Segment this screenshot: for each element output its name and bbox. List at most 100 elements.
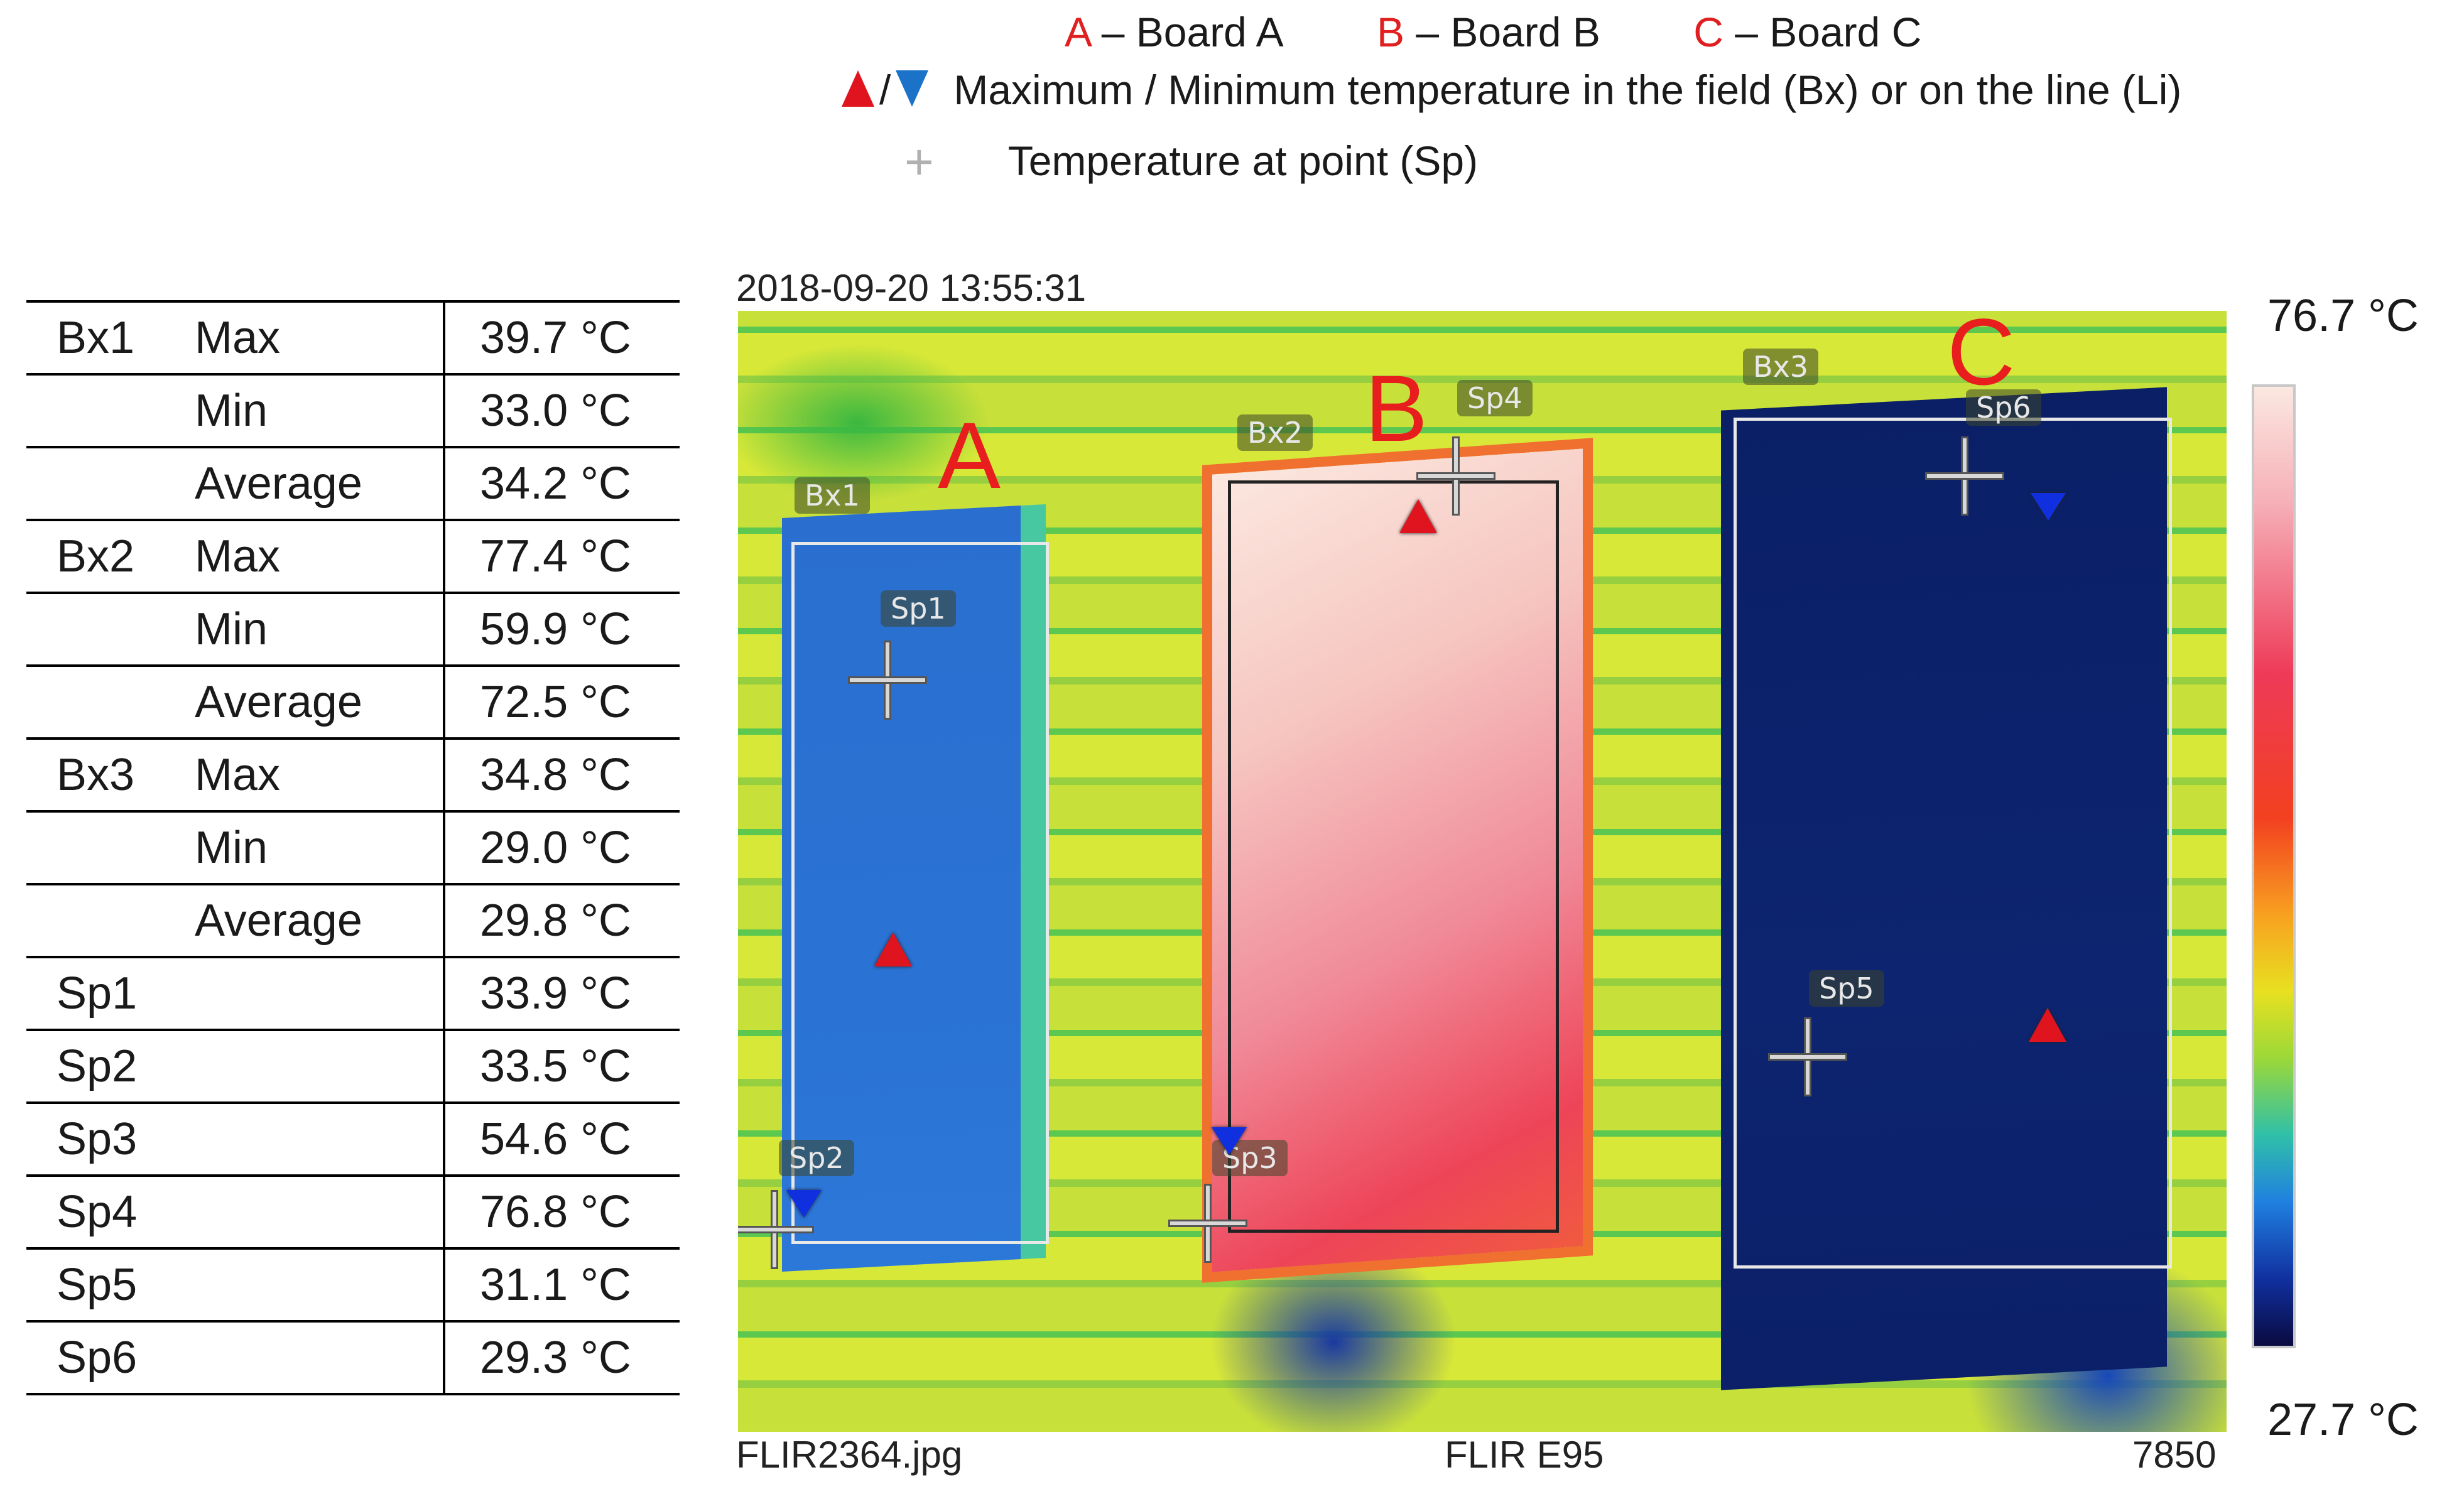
table-row: Average 29.8 °C	[26, 883, 680, 958]
color-scale-bar	[2252, 384, 2296, 1348]
table-row: Sp3 54.6 °C	[26, 1101, 680, 1177]
sp5-crosshair-icon	[1768, 1017, 1847, 1096]
row-value: 31.1 °C	[443, 1247, 680, 1323]
bx1-tag: Bx1	[795, 477, 871, 514]
image-filename: FLIR2364.jpg	[736, 1434, 963, 1476]
row-stat: Min	[195, 810, 444, 885]
sp4-tag: Sp4	[1457, 380, 1533, 416]
row-stat	[195, 1174, 444, 1250]
bx3-min-marker-icon	[2031, 493, 2066, 521]
row-name: Sp5	[26, 1247, 195, 1323]
sp5-tag: Sp5	[1809, 970, 1884, 1007]
bx3-tag: Bx3	[1743, 349, 1819, 385]
row-value: 34.2 °C	[443, 446, 680, 521]
table-row: Min 59.9 °C	[26, 592, 680, 667]
row-value: 34.8 °C	[443, 737, 680, 813]
board-letter-c: C	[1947, 311, 2016, 404]
bx1-box	[791, 542, 1049, 1244]
row-value: 76.8 °C	[443, 1174, 680, 1250]
row-value: 29.8 °C	[443, 883, 680, 958]
row-name: Sp1	[26, 956, 195, 1031]
row-value: 39.7 °C	[443, 300, 680, 376]
row-value: 29.0 °C	[443, 810, 680, 885]
table-row: Average 34.2 °C	[26, 446, 680, 521]
row-stat: Max	[195, 737, 444, 813]
sp2-tag: Sp2	[779, 1140, 854, 1176]
sp1-crosshair-icon	[848, 641, 927, 720]
row-stat	[195, 1247, 444, 1323]
row-value: 33.5 °C	[443, 1029, 680, 1104]
row-stat: Average	[195, 446, 444, 521]
table-row: Bx2 Max 77.4 °C	[26, 519, 680, 594]
timestamp: 2018-09-20 13:55:31	[736, 267, 1087, 309]
row-stat	[195, 1101, 444, 1177]
temperature-table: Bx1 Max 39.7 °C Min 33.0 °C Average 34.2 °C Bx2…	[26, 300, 680, 1395]
point-legend-text: Temperature at point (Sp)	[1007, 138, 1479, 184]
bx1-max-marker-icon	[874, 933, 912, 966]
table-row: Sp1 33.9 °C	[26, 956, 680, 1031]
row-name: Bx1	[26, 300, 195, 376]
min-triangle-icon	[896, 70, 929, 107]
row-value: 33.0 °C	[443, 373, 680, 448]
row-value: 33.9 °C	[443, 956, 680, 1031]
row-name: Bx2	[26, 519, 195, 594]
bx2-box	[1228, 480, 1559, 1233]
table-row: Sp5 31.1 °C	[26, 1247, 680, 1323]
table-row: Sp6 29.3 °C	[26, 1320, 680, 1395]
board-a-legend: A – Board A	[1065, 9, 1284, 55]
row-stat: Average	[195, 883, 444, 958]
board-letter-b: B	[1365, 355, 1428, 461]
row-stat	[195, 956, 444, 1031]
table-row: Average 72.5 °C	[26, 664, 680, 740]
board-b-legend: B – Board B	[1376, 9, 1600, 55]
sp1-tag: Sp1	[881, 590, 956, 627]
row-name	[26, 373, 195, 448]
bx1-min-marker-icon	[786, 1190, 822, 1218]
board-c-legend: C – Board C	[1693, 9, 1922, 55]
camera-model: FLIR E95	[1445, 1434, 1604, 1476]
bx3-max-marker-icon	[2029, 1008, 2066, 1042]
row-stat: Average	[195, 664, 444, 740]
row-value: 59.9 °C	[443, 592, 680, 667]
bx3-box	[1734, 418, 2172, 1269]
row-name	[26, 810, 195, 885]
row-name: Sp3	[26, 1101, 195, 1177]
row-name: Sp4	[26, 1174, 195, 1250]
row-value: 77.4 °C	[443, 519, 680, 594]
table-row: Min 29.0 °C	[26, 810, 680, 885]
point-legend-row: + Temperature at point (Sp)	[904, 137, 1478, 187]
scale-min-label: 27.7 °C	[2267, 1395, 2419, 1445]
row-stat: Min	[195, 373, 444, 448]
row-value: 29.3 °C	[443, 1320, 680, 1395]
bx2-tag: Bx2	[1237, 414, 1313, 451]
row-name: Bx3	[26, 737, 195, 813]
max-triangle-icon	[842, 70, 874, 107]
scale-max-label: 76.7 °C	[2267, 291, 2419, 341]
row-name	[26, 592, 195, 667]
maxmin-legend-text: Maximum / Minimum temperature in the fie…	[953, 67, 2182, 113]
row-name	[26, 883, 195, 958]
row-name	[26, 664, 195, 740]
row-name	[26, 446, 195, 521]
board-letter-a: A	[938, 403, 1001, 508]
row-stat: Min	[195, 592, 444, 667]
table-row: Sp2 33.5 °C	[26, 1029, 680, 1104]
bx2-min-marker-icon	[1212, 1127, 1247, 1155]
table-row: Bx3 Max 34.8 °C	[26, 737, 680, 813]
maxmin-legend-row: / Maximum / Minimum temperature in the fi…	[842, 69, 2181, 111]
image-code: 7850	[2132, 1434, 2217, 1476]
row-stat: Max	[195, 519, 444, 594]
sp6-tag: Sp6	[1966, 389, 2041, 426]
bx2-max-marker-icon	[1399, 499, 1437, 533]
row-name: Sp6	[26, 1320, 195, 1395]
table-row: Bx1 Max 39.7 °C	[26, 300, 680, 376]
sp4-crosshair-icon	[1416, 436, 1495, 516]
board-legend-row: A – Board A B – Board B C – Board C	[1065, 11, 1921, 53]
row-value: 72.5 °C	[443, 664, 680, 740]
row-stat: Max	[195, 300, 444, 376]
plus-icon: +	[904, 134, 934, 190]
sp6-crosshair-icon	[1925, 436, 2004, 516]
table-row: Min 33.0 °C	[26, 373, 680, 448]
row-name: Sp2	[26, 1029, 195, 1104]
row-stat	[195, 1320, 444, 1395]
